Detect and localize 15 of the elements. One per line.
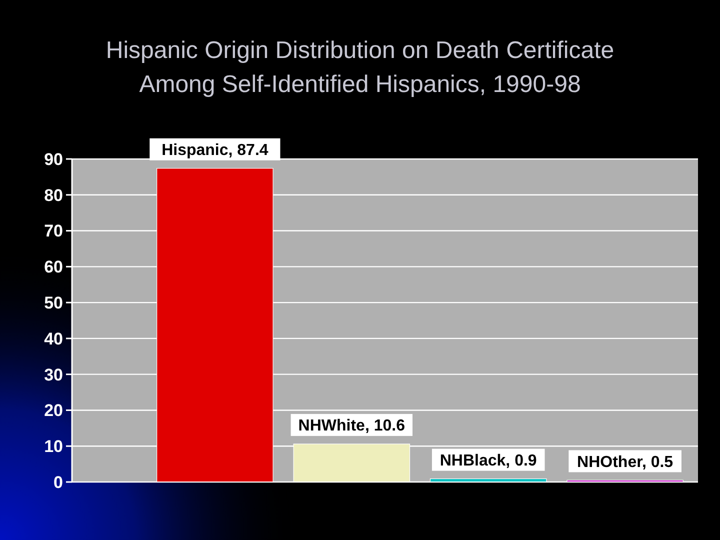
data-label: NHOther, 0.5 (577, 454, 674, 471)
y-tick-label: 80 (44, 186, 63, 205)
y-tick-label: 90 (44, 150, 63, 169)
y-tick-label: 70 (44, 222, 63, 241)
data-label: NHBlack, 0.9 (440, 452, 537, 470)
y-tick-label: 20 (44, 401, 63, 420)
y-tick-label: 10 (44, 437, 63, 456)
y-tick-label: 50 (44, 294, 63, 313)
y-tick-label: 30 (44, 365, 63, 384)
data-label: NHWhite, 10.6 (298, 418, 406, 435)
chart-title: Hispanic Origin Distribution on Death Certificate Among Self-Identified Hispanics, 1990-98 (106, 37, 614, 98)
y-tick-label: 60 (44, 258, 63, 277)
y-tick-label: 40 (44, 329, 63, 348)
data-label: Hispanic, 87.4 (162, 142, 268, 159)
y-tick-label: 0 (54, 472, 63, 492)
